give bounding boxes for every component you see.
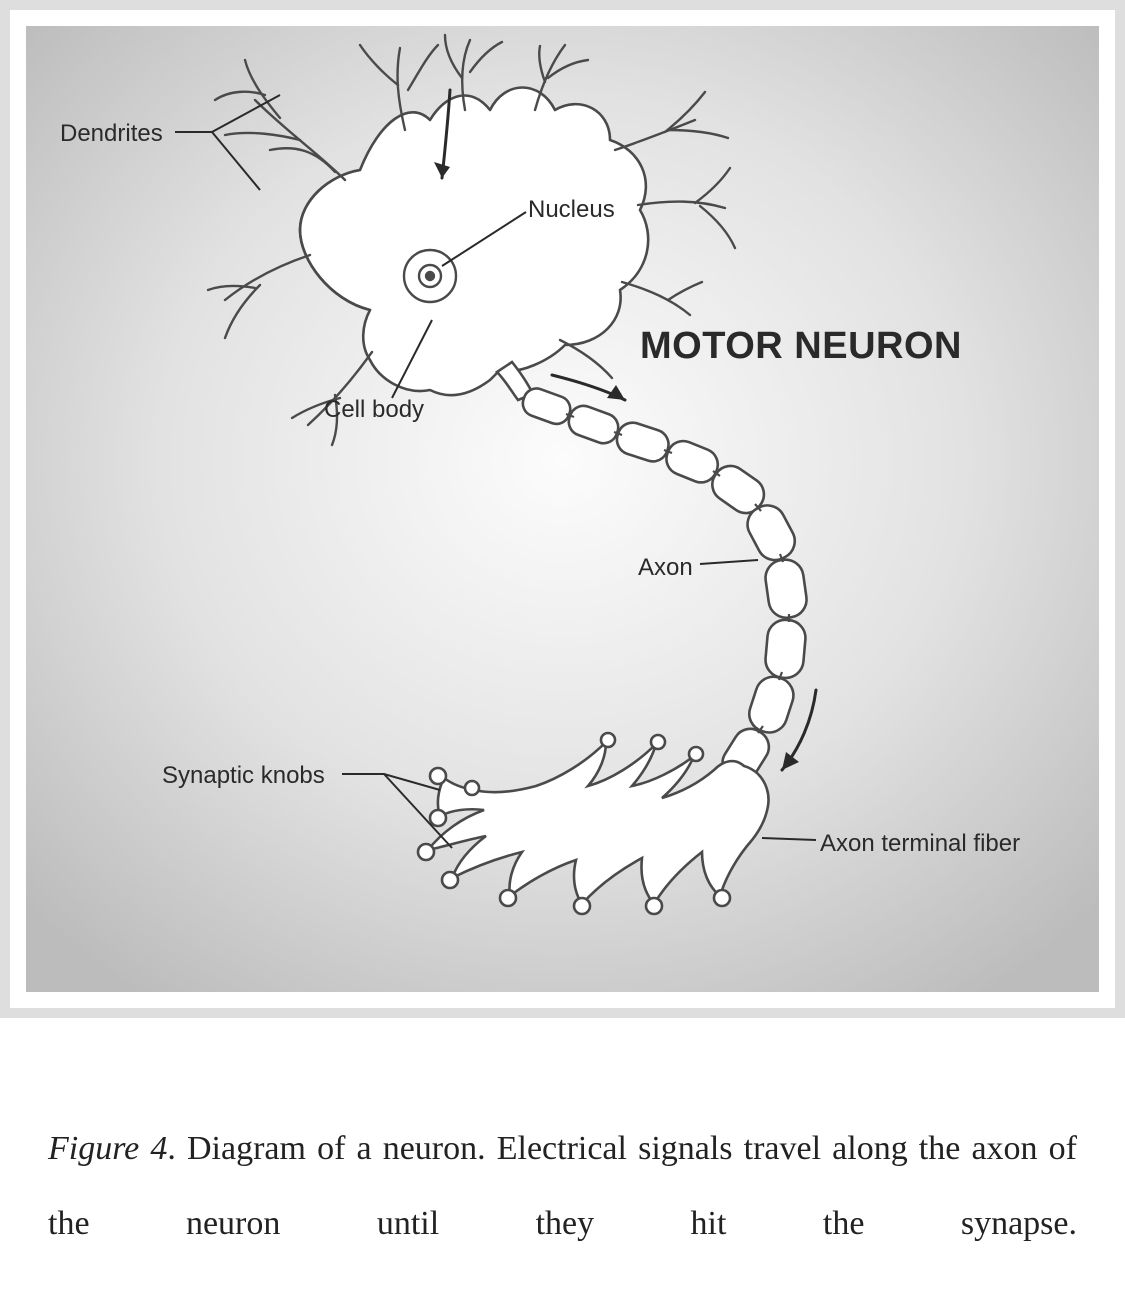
figure: Dendrites Nucleus Cell body MOTOR NEURON…: [0, 0, 1125, 1262]
diagram-panel: Dendrites Nucleus Cell body MOTOR NEURON…: [0, 0, 1125, 1018]
diagram-title: MOTOR NEURON: [640, 325, 962, 368]
label-dendrites: Dendrites: [60, 120, 163, 148]
label-axon-terminal-fiber: Axon terminal fiber: [820, 830, 1020, 858]
neuron-diagram: [0, 0, 1125, 1018]
label-cell-body: Cell body: [324, 396, 424, 424]
label-nucleus: Nucleus: [528, 196, 615, 224]
label-axon: Axon: [638, 554, 693, 582]
figure-number: Figure 4: [48, 1130, 167, 1167]
figure-caption: Figure 4. Diagram of a neuron. Electrica…: [0, 1052, 1125, 1262]
figure-caption-text: . Diagram of a neuron. Electrical signal…: [48, 1130, 1077, 1242]
label-synaptic-knobs: Synaptic knobs: [162, 762, 325, 790]
nucleus-shape: [404, 250, 456, 302]
